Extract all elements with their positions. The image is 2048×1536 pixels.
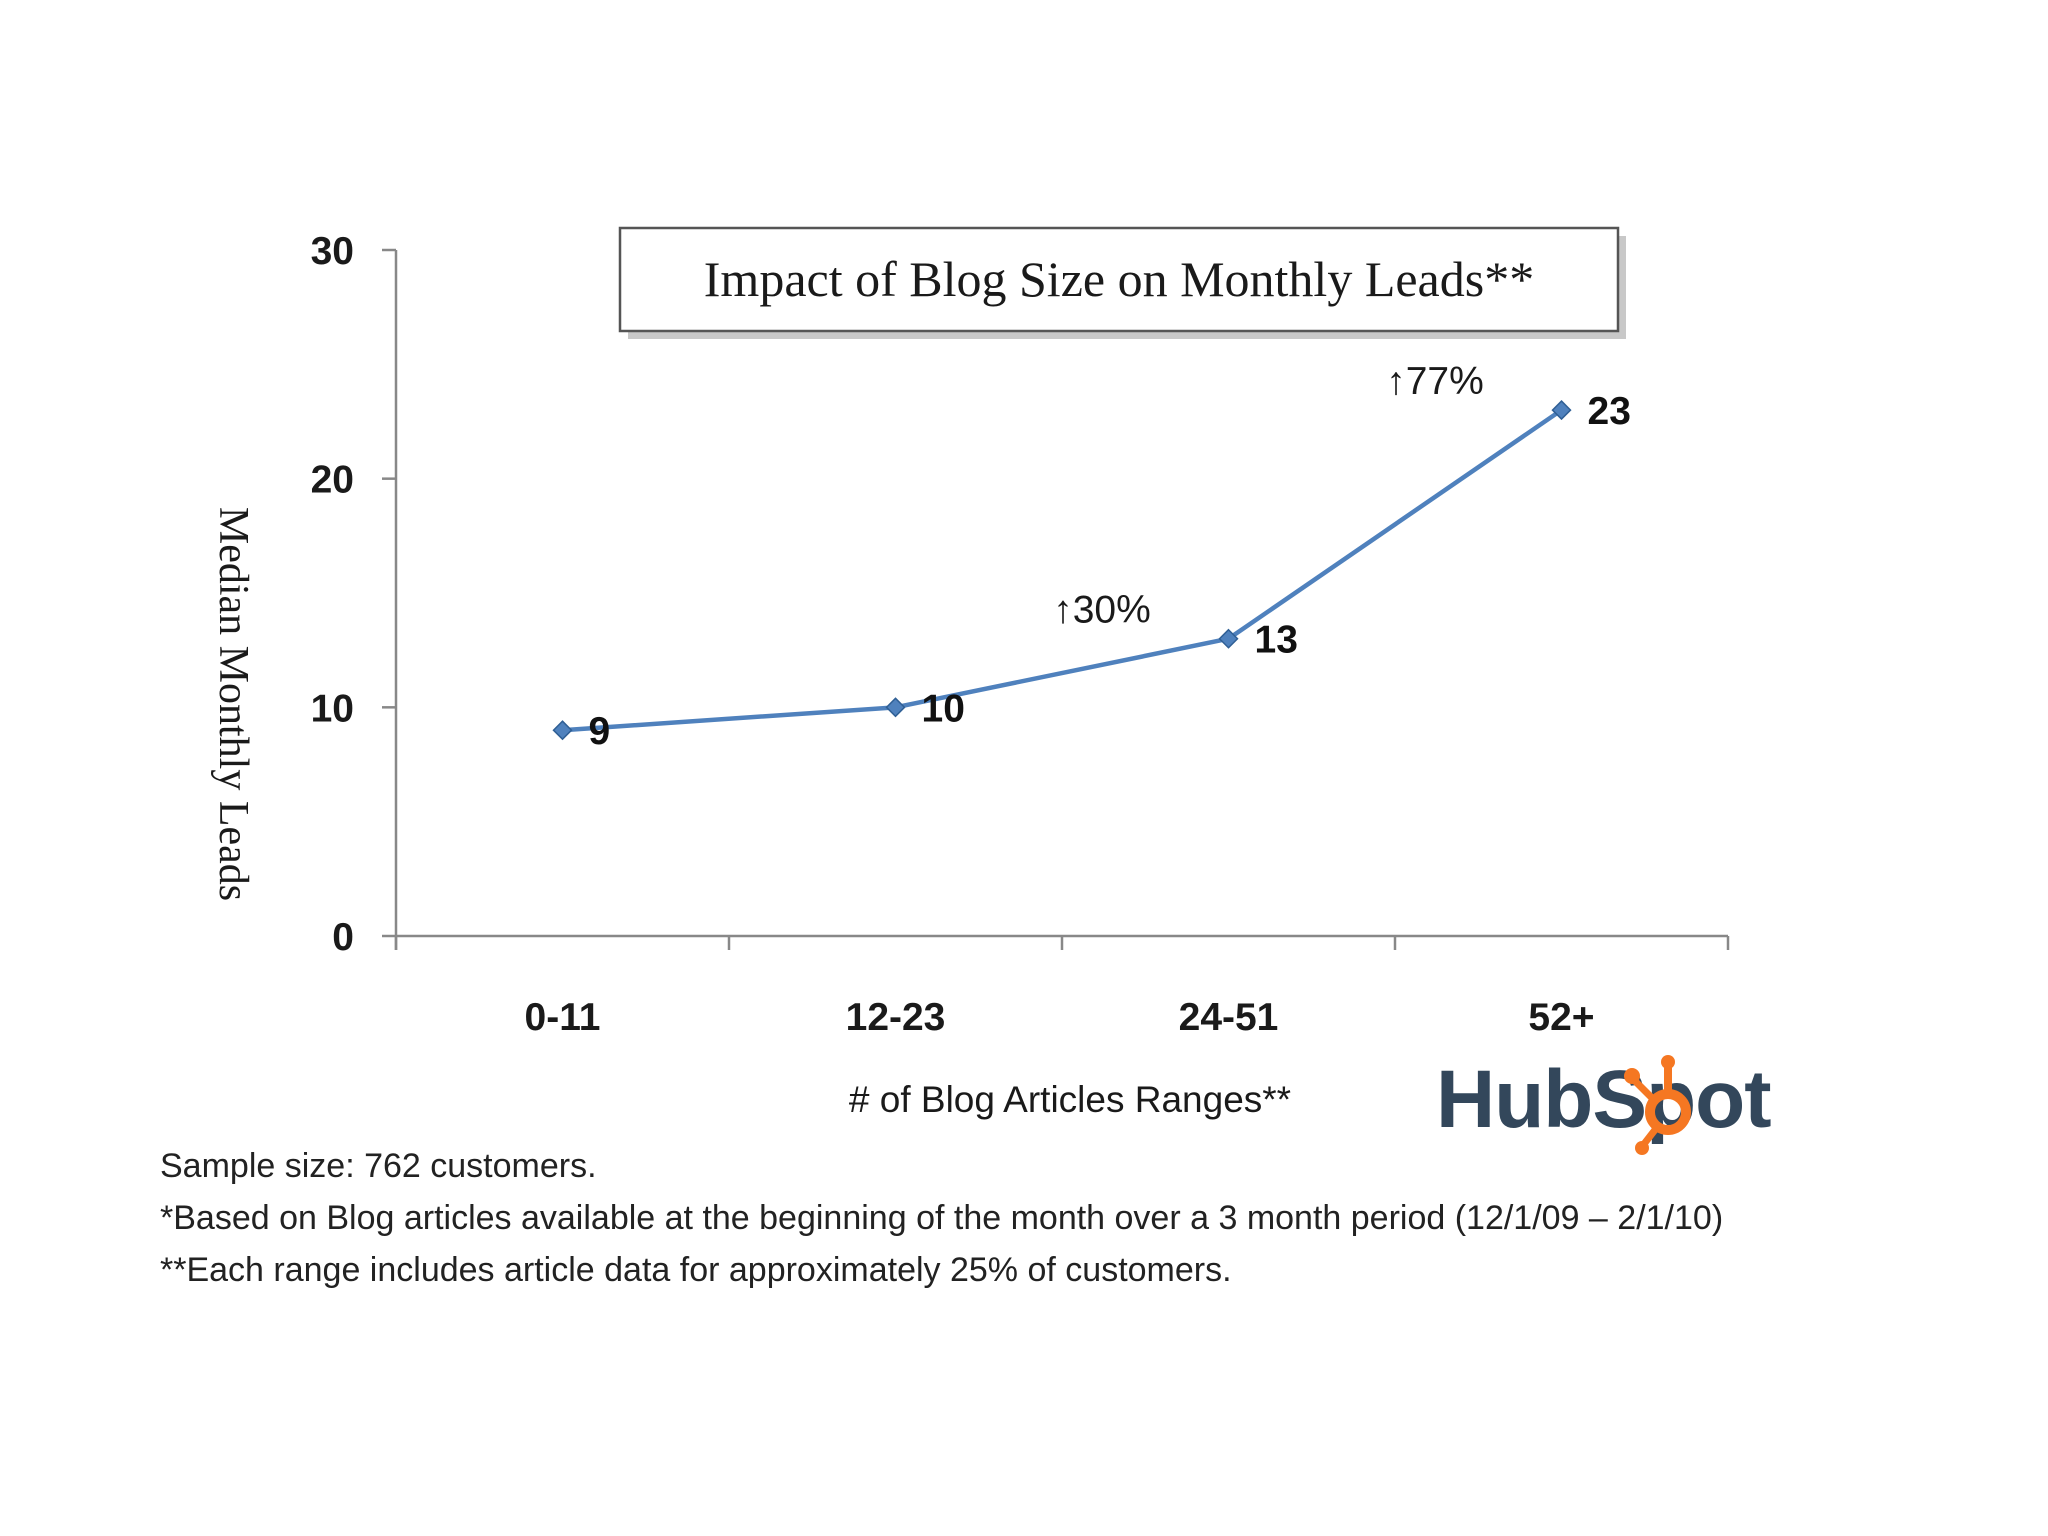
y-tick-label: 10 — [311, 687, 354, 730]
series-line — [562, 408, 1563, 733]
footnote-sample-size: Sample size: 762 customers. — [160, 1147, 597, 1185]
x-tick-label: 24-51 — [1179, 996, 1279, 1039]
chart-title-box: Impact of Blog Size on Monthly Leads** — [618, 226, 1626, 339]
y-tick-label: 20 — [311, 459, 354, 502]
y-tick-label: 0 — [332, 916, 354, 959]
y-axis-title: Median Monthly Leads — [210, 507, 256, 901]
data-point — [552, 720, 573, 741]
chart-title: Impact of Blog Size on Monthly Leads** — [704, 251, 1534, 307]
data-label: 9 — [589, 710, 611, 753]
footnotes: Sample size: 762 customers. *Based on Bl… — [160, 1140, 2020, 1296]
data-labels: 9 10 13 23 — [589, 390, 1631, 753]
data-label: 10 — [922, 687, 965, 730]
data-point — [1551, 400, 1572, 421]
y-axis-ticks: 0 10 20 30 — [311, 230, 396, 959]
growth-annotation: ↑77% — [1386, 360, 1484, 403]
logo-wordmark: HubSpot — [1436, 1054, 1772, 1145]
x-axis-ticks: 0-11 12-23 24-51 52+ — [394, 936, 1730, 1039]
hubspot-logo: HubSpot — [1436, 1040, 1772, 1160]
x-tick-label: 52+ — [1528, 996, 1594, 1039]
footnote-based-on: *Based on Blog articles available at the… — [160, 1199, 1724, 1237]
y-tick-label: 30 — [311, 230, 354, 273]
series-group — [552, 400, 1572, 741]
annotations: ↑30% ↑77% — [1053, 360, 1484, 632]
data-point — [1218, 628, 1239, 649]
x-tick-label: 12-23 — [846, 996, 946, 1039]
footnote-each-range: **Each range includes article data for a… — [160, 1251, 1232, 1289]
data-label: 23 — [1588, 390, 1631, 433]
hubspot-sprocket-icon — [1624, 1055, 1691, 1155]
growth-annotation: ↑30% — [1053, 589, 1151, 632]
x-axis-title: # of Blog Articles Ranges** — [849, 1079, 1291, 1120]
x-tick-label: 0-11 — [525, 996, 601, 1039]
data-point — [885, 697, 906, 718]
data-label: 13 — [1255, 619, 1298, 662]
